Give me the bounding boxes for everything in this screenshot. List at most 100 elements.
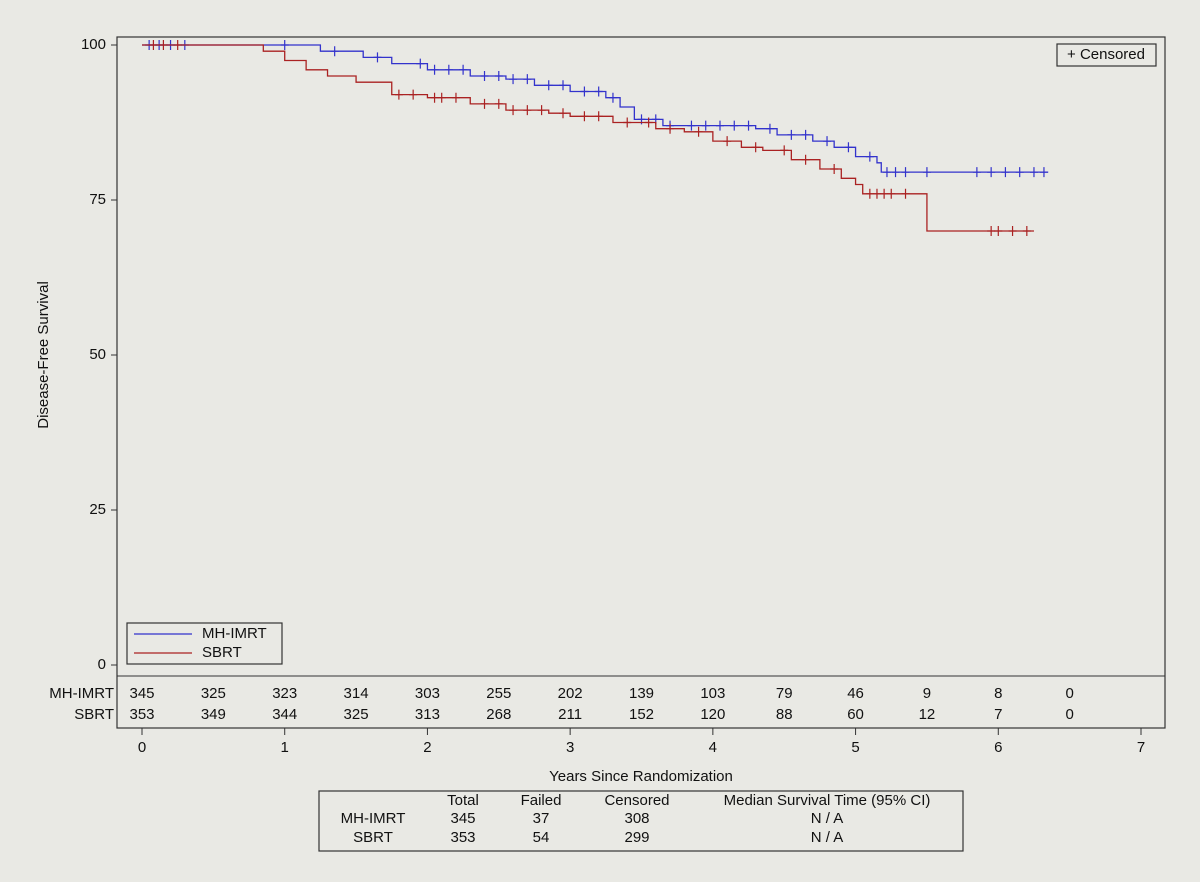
censor-mark: [865, 188, 874, 199]
censor-mark: [544, 80, 553, 91]
censor-mark: [430, 64, 439, 75]
summary-cell: 37: [533, 810, 550, 827]
censor-mark: [559, 108, 568, 119]
censor-mark: [280, 40, 289, 50]
at-risk-count: 344: [272, 706, 297, 723]
summary-cell: 345: [450, 810, 475, 827]
censor-mark: [409, 89, 418, 100]
x-tick-label: 4: [709, 739, 717, 756]
censor-mark: [891, 167, 900, 178]
censor-mark: [608, 92, 617, 103]
x-tick-label: 3: [566, 739, 574, 756]
censor-mark: [872, 188, 881, 199]
at-risk-name: SBRT: [74, 706, 114, 723]
censor-mark: [394, 89, 403, 100]
censor-mark: [580, 86, 589, 97]
y-tick-label: 25: [89, 501, 106, 518]
censor-mark: [901, 188, 910, 199]
at-risk-count: 303: [415, 685, 440, 702]
censor-mark: [623, 117, 632, 128]
at-risk-count: 79: [776, 685, 793, 702]
censor-mark: [787, 129, 796, 140]
censor-legend: + Censored: [1067, 46, 1145, 63]
at-risk-count: 345: [129, 685, 154, 702]
censor-mark: [330, 46, 339, 57]
censor-mark: [580, 111, 589, 122]
y-tick-label: 75: [89, 191, 106, 208]
summary-cell: N / A: [811, 829, 844, 846]
legend-label: MH-IMRT: [202, 625, 267, 642]
at-risk-count: 0: [1065, 706, 1073, 723]
x-tick-label: 0: [138, 739, 146, 756]
at-risk-count: 12: [919, 706, 936, 723]
at-risk-count: 139: [629, 685, 654, 702]
x-tick-label: 7: [1137, 739, 1145, 756]
censor-mark: [1001, 167, 1010, 178]
summary-cell: 54: [533, 829, 550, 846]
x-axis-title: Years Since Randomization: [549, 768, 733, 785]
censor-mark: [1029, 167, 1038, 178]
censor-mark: [480, 71, 489, 81]
censor-mark: [801, 154, 810, 165]
censor-mark: [751, 142, 760, 153]
censor-mark: [1008, 226, 1017, 236]
censor-mark: [559, 80, 568, 91]
censor-mark: [451, 92, 460, 103]
censor-mark: [430, 92, 439, 103]
censor-mark: [830, 164, 839, 174]
censor-mark: [882, 167, 891, 178]
at-risk-count: 313: [415, 706, 440, 723]
censor-mark: [373, 52, 382, 63]
summary-cell: 308: [624, 810, 649, 827]
summary-header: Failed: [521, 792, 562, 809]
summary-cell: MH-IMRT: [341, 810, 406, 827]
censor-mark: [437, 92, 446, 103]
at-risk-count: 349: [201, 706, 226, 723]
censor-mark: [780, 145, 789, 156]
censor-mark: [730, 120, 739, 131]
censor-mark: [687, 120, 696, 131]
at-risk-count: 0: [1065, 685, 1073, 702]
summary-cell: N / A: [811, 810, 844, 827]
censor-mark: [416, 58, 425, 69]
censor-mark: [666, 123, 675, 134]
censor-mark: [537, 105, 546, 116]
censor-mark: [987, 226, 996, 236]
censor-mark: [972, 167, 981, 178]
censor-mark: [701, 120, 710, 131]
survival-curve: [142, 44, 1049, 173]
at-risk-count: 255: [486, 685, 511, 702]
censor-mark: [159, 40, 168, 50]
at-risk-count: 202: [558, 685, 583, 702]
censor-mark: [644, 117, 653, 128]
at-risk-name: MH-IMRT: [49, 685, 114, 702]
censor-mark: [494, 98, 503, 109]
at-risk-count: 323: [272, 685, 297, 702]
censor-mark: [523, 105, 532, 116]
censor-mark: [1015, 167, 1024, 178]
at-risk-count: 325: [201, 685, 226, 702]
plot-frame: [116, 36, 1166, 729]
censor-mark: [922, 167, 931, 178]
censor-mark: [1039, 167, 1048, 178]
censor-mark: [994, 226, 1003, 236]
censor-mark: [173, 40, 182, 50]
censor-mark: [715, 120, 724, 131]
x-tick-label: 1: [281, 739, 289, 756]
legend-box: [126, 622, 283, 665]
censor-mark: [844, 142, 853, 153]
censor-mark: [594, 111, 603, 122]
censor-mark: [509, 105, 518, 116]
at-risk-count: 325: [344, 706, 369, 723]
survival-curve: [142, 44, 1034, 232]
censor-mark: [887, 188, 896, 199]
at-risk-count: 60: [847, 706, 864, 723]
summary-header: Median Survival Time (95% CI): [724, 792, 931, 809]
censor-mark: [594, 86, 603, 97]
censor-legend-box: [1056, 43, 1157, 67]
y-tick-label: 100: [81, 36, 106, 53]
censor-mark: [987, 167, 996, 178]
at-risk-count: 211: [558, 706, 582, 723]
at-risk-count: 152: [629, 706, 654, 723]
